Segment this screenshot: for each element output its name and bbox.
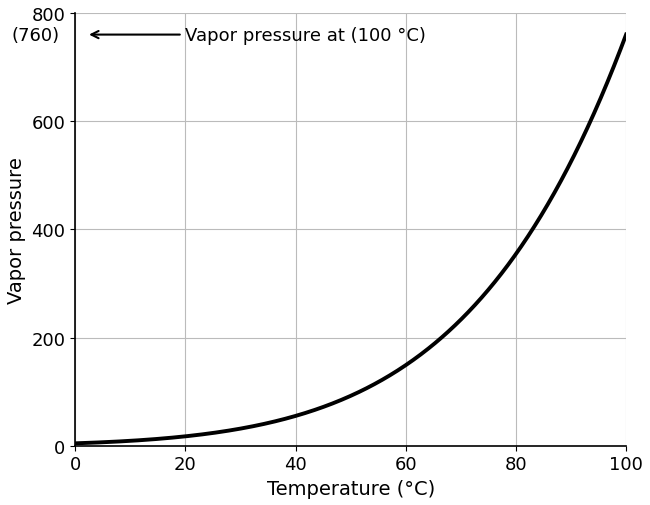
X-axis label: Temperature (°C): Temperature (°C) — [266, 479, 435, 498]
Text: Vapor pressure at (100 °C): Vapor pressure at (100 °C) — [92, 27, 426, 44]
Y-axis label: Vapor pressure: Vapor pressure — [7, 157, 26, 303]
Text: (760): (760) — [12, 27, 60, 44]
